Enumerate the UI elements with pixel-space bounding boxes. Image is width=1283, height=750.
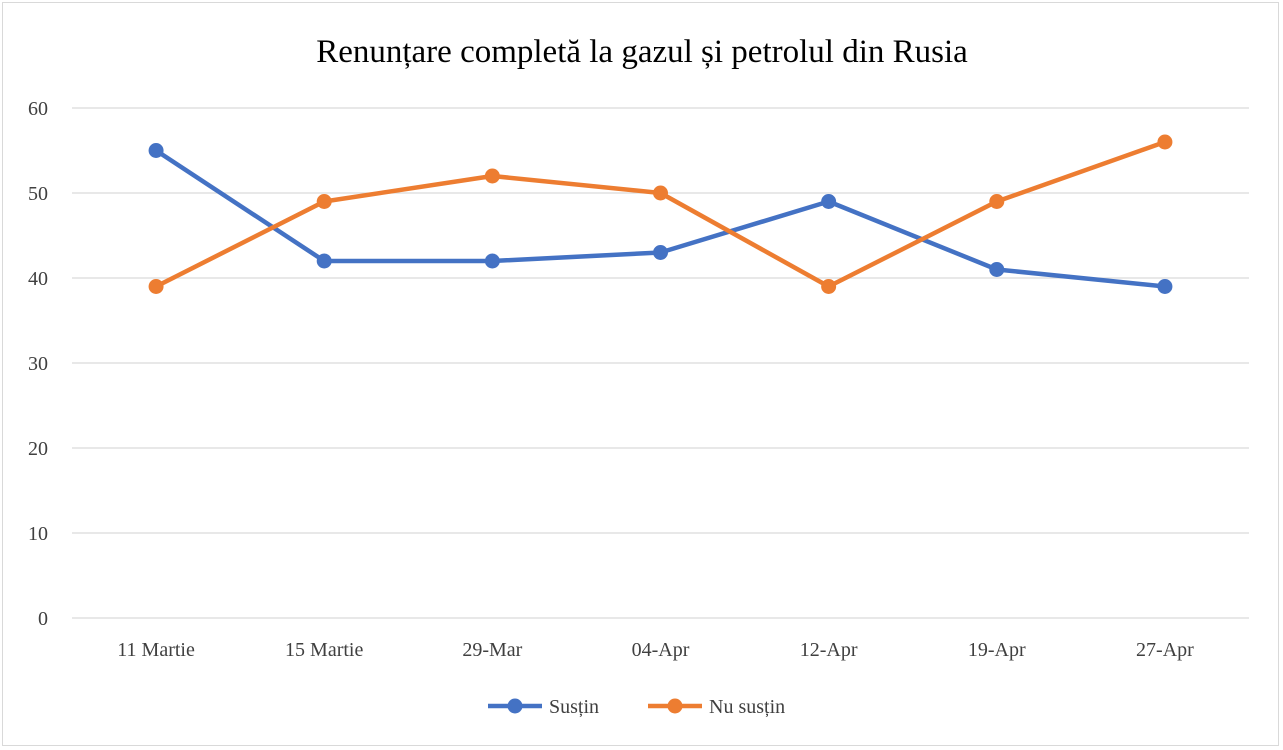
- y-tick-label: 50: [28, 183, 48, 205]
- y-tick-label: 60: [28, 98, 48, 120]
- data-point: [316, 194, 332, 209]
- data-point: [1157, 134, 1173, 150]
- gridlines: [72, 107, 1249, 619]
- data-point: [821, 194, 837, 209]
- data-point: [1157, 279, 1173, 294]
- data-point: [148, 143, 164, 158]
- x-tick-label: 29-Mar: [462, 639, 522, 661]
- data-point: [653, 245, 668, 260]
- legend-swatch-marker: [667, 698, 683, 714]
- legend-label: Nu susțin: [709, 696, 785, 718]
- y-tick-label: 30: [28, 353, 48, 375]
- x-axis-ticks: 11 Martie 15 Martie 29-Mar 04-Apr 12-Apr 19-A…: [117, 639, 1194, 661]
- series-line-1: [153, 139, 1168, 289]
- x-tick-label: 04-Apr: [632, 639, 690, 661]
- x-tick-label: 15 Martie: [285, 639, 363, 661]
- y-tick-label: 10: [28, 523, 48, 545]
- data-point: [484, 168, 500, 184]
- data-point: [653, 185, 668, 201]
- data-point: [989, 262, 1005, 277]
- y-tick-label: 20: [28, 438, 48, 460]
- x-tick-label: 11 Martie: [117, 639, 195, 661]
- data-point: [484, 253, 500, 269]
- data-point: [989, 194, 1005, 209]
- y-axis-ticks: 0 10 20 30 40 50 60: [28, 98, 48, 630]
- series-line-0: [153, 148, 1168, 289]
- x-tick-label: 27-Apr: [1136, 639, 1194, 661]
- legend: Susțin Nu susțin: [488, 696, 785, 718]
- data-point: [316, 253, 332, 269]
- legend-label: Susțin: [549, 696, 599, 718]
- legend-swatch-marker: [507, 698, 523, 714]
- y-tick-label: 0: [38, 608, 48, 630]
- chart-title: Renunțare completă la gazul și petrolul …: [316, 34, 968, 70]
- x-tick-label: 12-Apr: [800, 639, 858, 661]
- data-point: [821, 279, 837, 294]
- data-point: [148, 279, 164, 294]
- x-tick-label: 19-Apr: [968, 639, 1026, 661]
- y-tick-label: 40: [28, 268, 48, 290]
- series-group: [148, 134, 1173, 294]
